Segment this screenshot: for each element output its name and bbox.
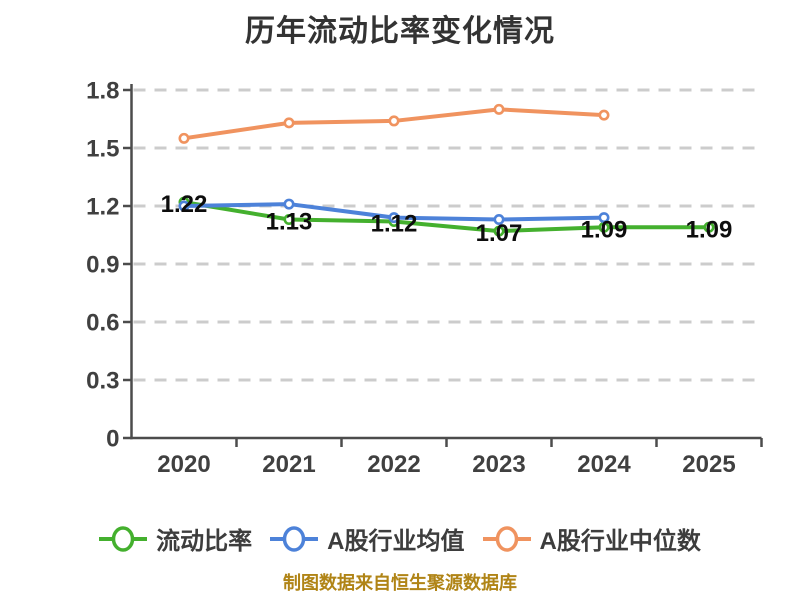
y-tick-label: 0.9 [86, 252, 119, 279]
legend-label: A股行业均值 [327, 528, 465, 555]
y-tick-label: 0.3 [86, 368, 119, 395]
data-point-a-share-industry-median [388, 115, 400, 127]
series-line-current-ratio [183, 200, 709, 234]
legend-item-a-share-industry-median: A股行业中位数 [482, 521, 701, 556]
y-tick-label: 0 [106, 426, 119, 453]
x-tick-label: 2023 [472, 451, 525, 478]
data-point-current-ratio [493, 225, 505, 237]
legend-label: A股行业中位数 [539, 528, 701, 555]
legend-marker-icon [99, 525, 148, 552]
data-point-a-share-industry-median [283, 117, 295, 129]
data-point-a-share-industry-mean [493, 214, 505, 226]
data-point-current-ratio [283, 214, 295, 226]
x-tick-label: 2024 [577, 451, 631, 478]
legend-label: 流动比率 [156, 528, 253, 555]
x-tick-label: 2021 [262, 451, 315, 478]
legend-marker-icon [270, 525, 319, 552]
chart-legend: 流动比率 A股行业均值 A股行业中位数 [0, 521, 800, 556]
data-point-a-share-industry-mean [178, 200, 190, 212]
data-point-a-share-industry-mean [388, 212, 400, 224]
data-label-current-ratio: 1.12 [371, 210, 418, 237]
y-tick-label: 1.5 [86, 136, 119, 163]
y-tick-label: 0.6 [86, 310, 119, 337]
data-point-a-share-industry-mean [283, 198, 295, 210]
y-tick-label: 1.8 [86, 78, 119, 105]
x-tick-label: 2025 [682, 451, 735, 478]
line-chart-plot-area: 0 0.3 0.6 0.9 1.2 1.5 1.8 2020 2021 2022 2023 2024 2… [86, 78, 763, 478]
y-tick-label: 1.2 [86, 194, 119, 221]
x-tick-label: 2022 [367, 451, 420, 478]
data-label-current-ratio: 1.07 [476, 220, 523, 247]
data-label-current-ratio: 1.09 [581, 216, 628, 243]
data-label-current-ratio: 1.22 [161, 191, 208, 218]
legend-item-current-ratio: 流动比率 [99, 521, 252, 556]
data-label-current-ratio: 1.13 [266, 209, 313, 236]
data-point-a-share-industry-median [598, 109, 610, 121]
legend-marker-icon [482, 525, 531, 552]
legend-item-a-share-industry-mean: A股行业均值 [270, 521, 465, 556]
data-point-current-ratio [703, 221, 715, 233]
x-tick-label: 2020 [157, 451, 210, 478]
data-label-current-ratio: 1.09 [686, 216, 733, 243]
chart-title: 历年流动比率变化情况 [245, 15, 555, 48]
data-point-a-share-industry-mean [598, 212, 610, 224]
data-source-caption: 制图数据来自恒生聚源数据库 [283, 573, 517, 593]
data-point-a-share-industry-median [493, 103, 505, 115]
data-point-a-share-industry-median [178, 132, 190, 144]
